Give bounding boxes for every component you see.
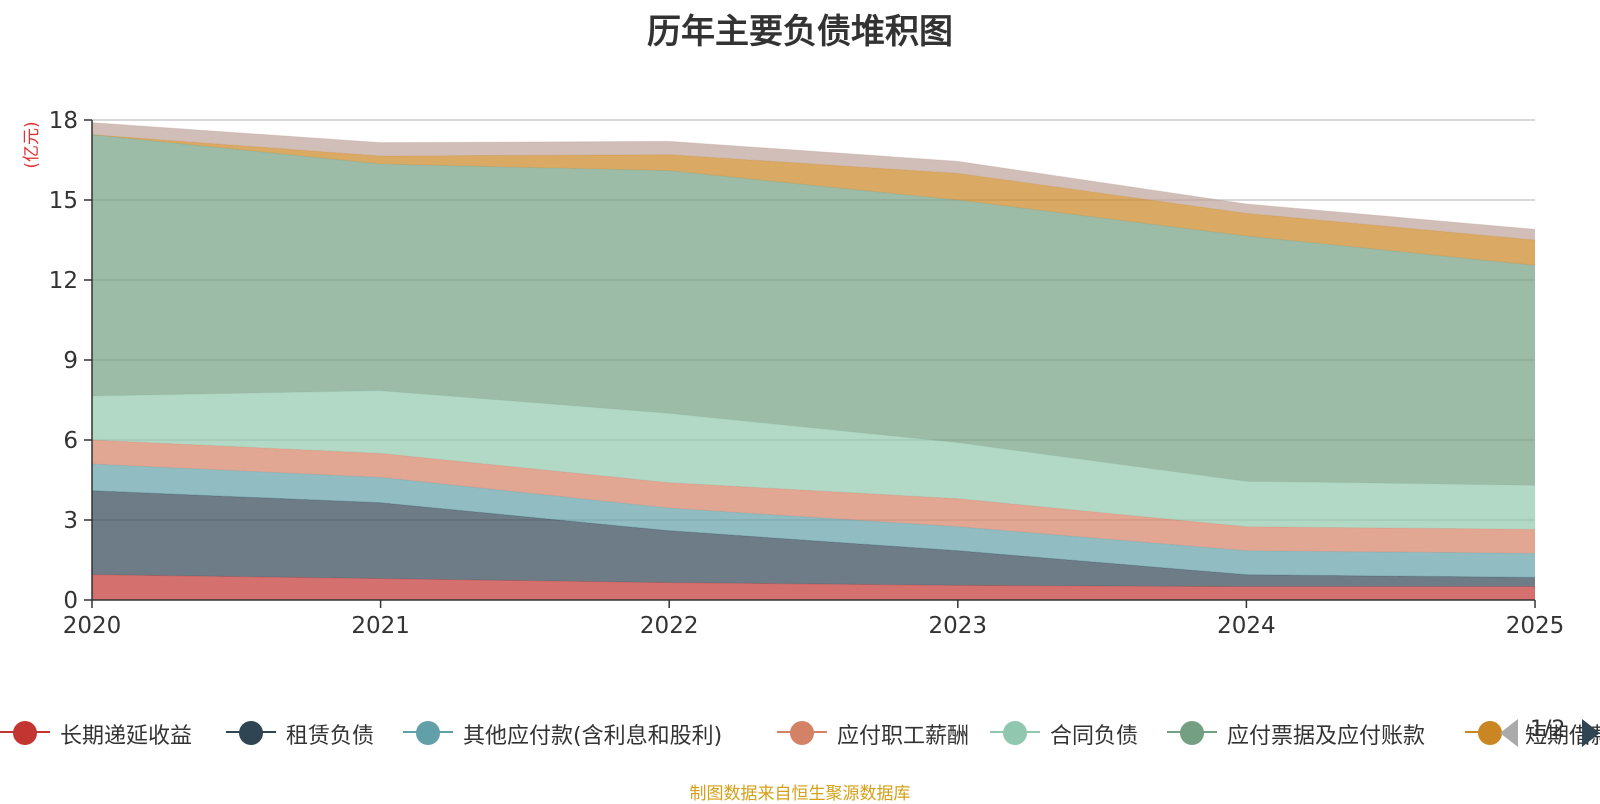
chart-canvas: 0 3 6 9 12 15 18 2020 2021 2022 2023 2024 2025 (亿元) — [22, 108, 1565, 639]
legend-dot-icon — [1003, 721, 1027, 745]
legend: 长期递延收益 租赁负债 其他应付款(含利息和股利) 应付职工薪酬 合同负债 应付票据及应付… — [0, 712, 1600, 752]
chart-title: 历年主要负债堆积图 — [647, 12, 953, 52]
y-tick-label: 9 — [63, 348, 78, 374]
legend-dot-icon — [790, 721, 814, 745]
y-axis-label: (亿元) — [22, 121, 42, 168]
legend-label: 合同负债 — [1050, 724, 1139, 749]
y-tick-label: 0 — [63, 588, 78, 614]
x-tick-label: 2021 — [351, 613, 410, 639]
y-tick-label: 6 — [63, 428, 78, 454]
legend-dot-icon — [1478, 721, 1502, 745]
legend-page-indicator: 1/2 — [1530, 717, 1566, 742]
area-series-edge-7 — [91, 122, 1536, 230]
legend-dot-icon — [416, 721, 440, 745]
area-series-4[interactable] — [92, 390, 1535, 530]
legend-next-page-icon[interactable] — [1582, 719, 1600, 747]
x-tick-label: 2025 — [1506, 613, 1565, 639]
source-note: 制图数据来自恒生聚源数据库 — [689, 784, 911, 804]
legend-dot-icon — [239, 721, 263, 745]
x-tick-label: 2020 — [63, 613, 122, 639]
area-series-3[interactable] — [92, 440, 1535, 554]
legend-label: 租赁负债 — [286, 724, 375, 749]
legend-label: 其他应付款(含利息和股利) — [463, 724, 723, 749]
legend-label: 应付票据及应付账款 — [1227, 724, 1426, 749]
legend-prev-page-icon[interactable] — [1500, 719, 1518, 747]
legend-label: 应付职工薪酬 — [837, 724, 970, 749]
area-series-6[interactable] — [92, 134, 1535, 266]
x-tick-label: 2023 — [929, 613, 988, 639]
area-series-0[interactable] — [92, 574, 1535, 600]
stacked-areas — [91, 122, 1536, 600]
area-series-2[interactable] — [92, 464, 1535, 578]
area-series-5[interactable] — [92, 134, 1535, 486]
x-tick-label: 2024 — [1217, 613, 1276, 639]
y-tick-label: 15 — [49, 188, 78, 214]
legend-dot-icon — [1180, 721, 1204, 745]
area-series-edge-1 — [91, 490, 1536, 578]
y-tick-label: 3 — [63, 508, 78, 534]
legend-label: 长期递延收益 — [60, 724, 193, 749]
legend-dot-icon — [13, 721, 37, 745]
area-series-7[interactable] — [92, 122, 1535, 240]
y-tick-label: 18 — [49, 108, 78, 134]
axes: 0 3 6 9 12 15 18 2020 2021 2022 2023 2024 2025 — [49, 108, 1565, 639]
y-tick-label: 12 — [49, 268, 78, 294]
x-tick-label: 2022 — [640, 613, 699, 639]
area-series-1[interactable] — [92, 490, 1535, 587]
